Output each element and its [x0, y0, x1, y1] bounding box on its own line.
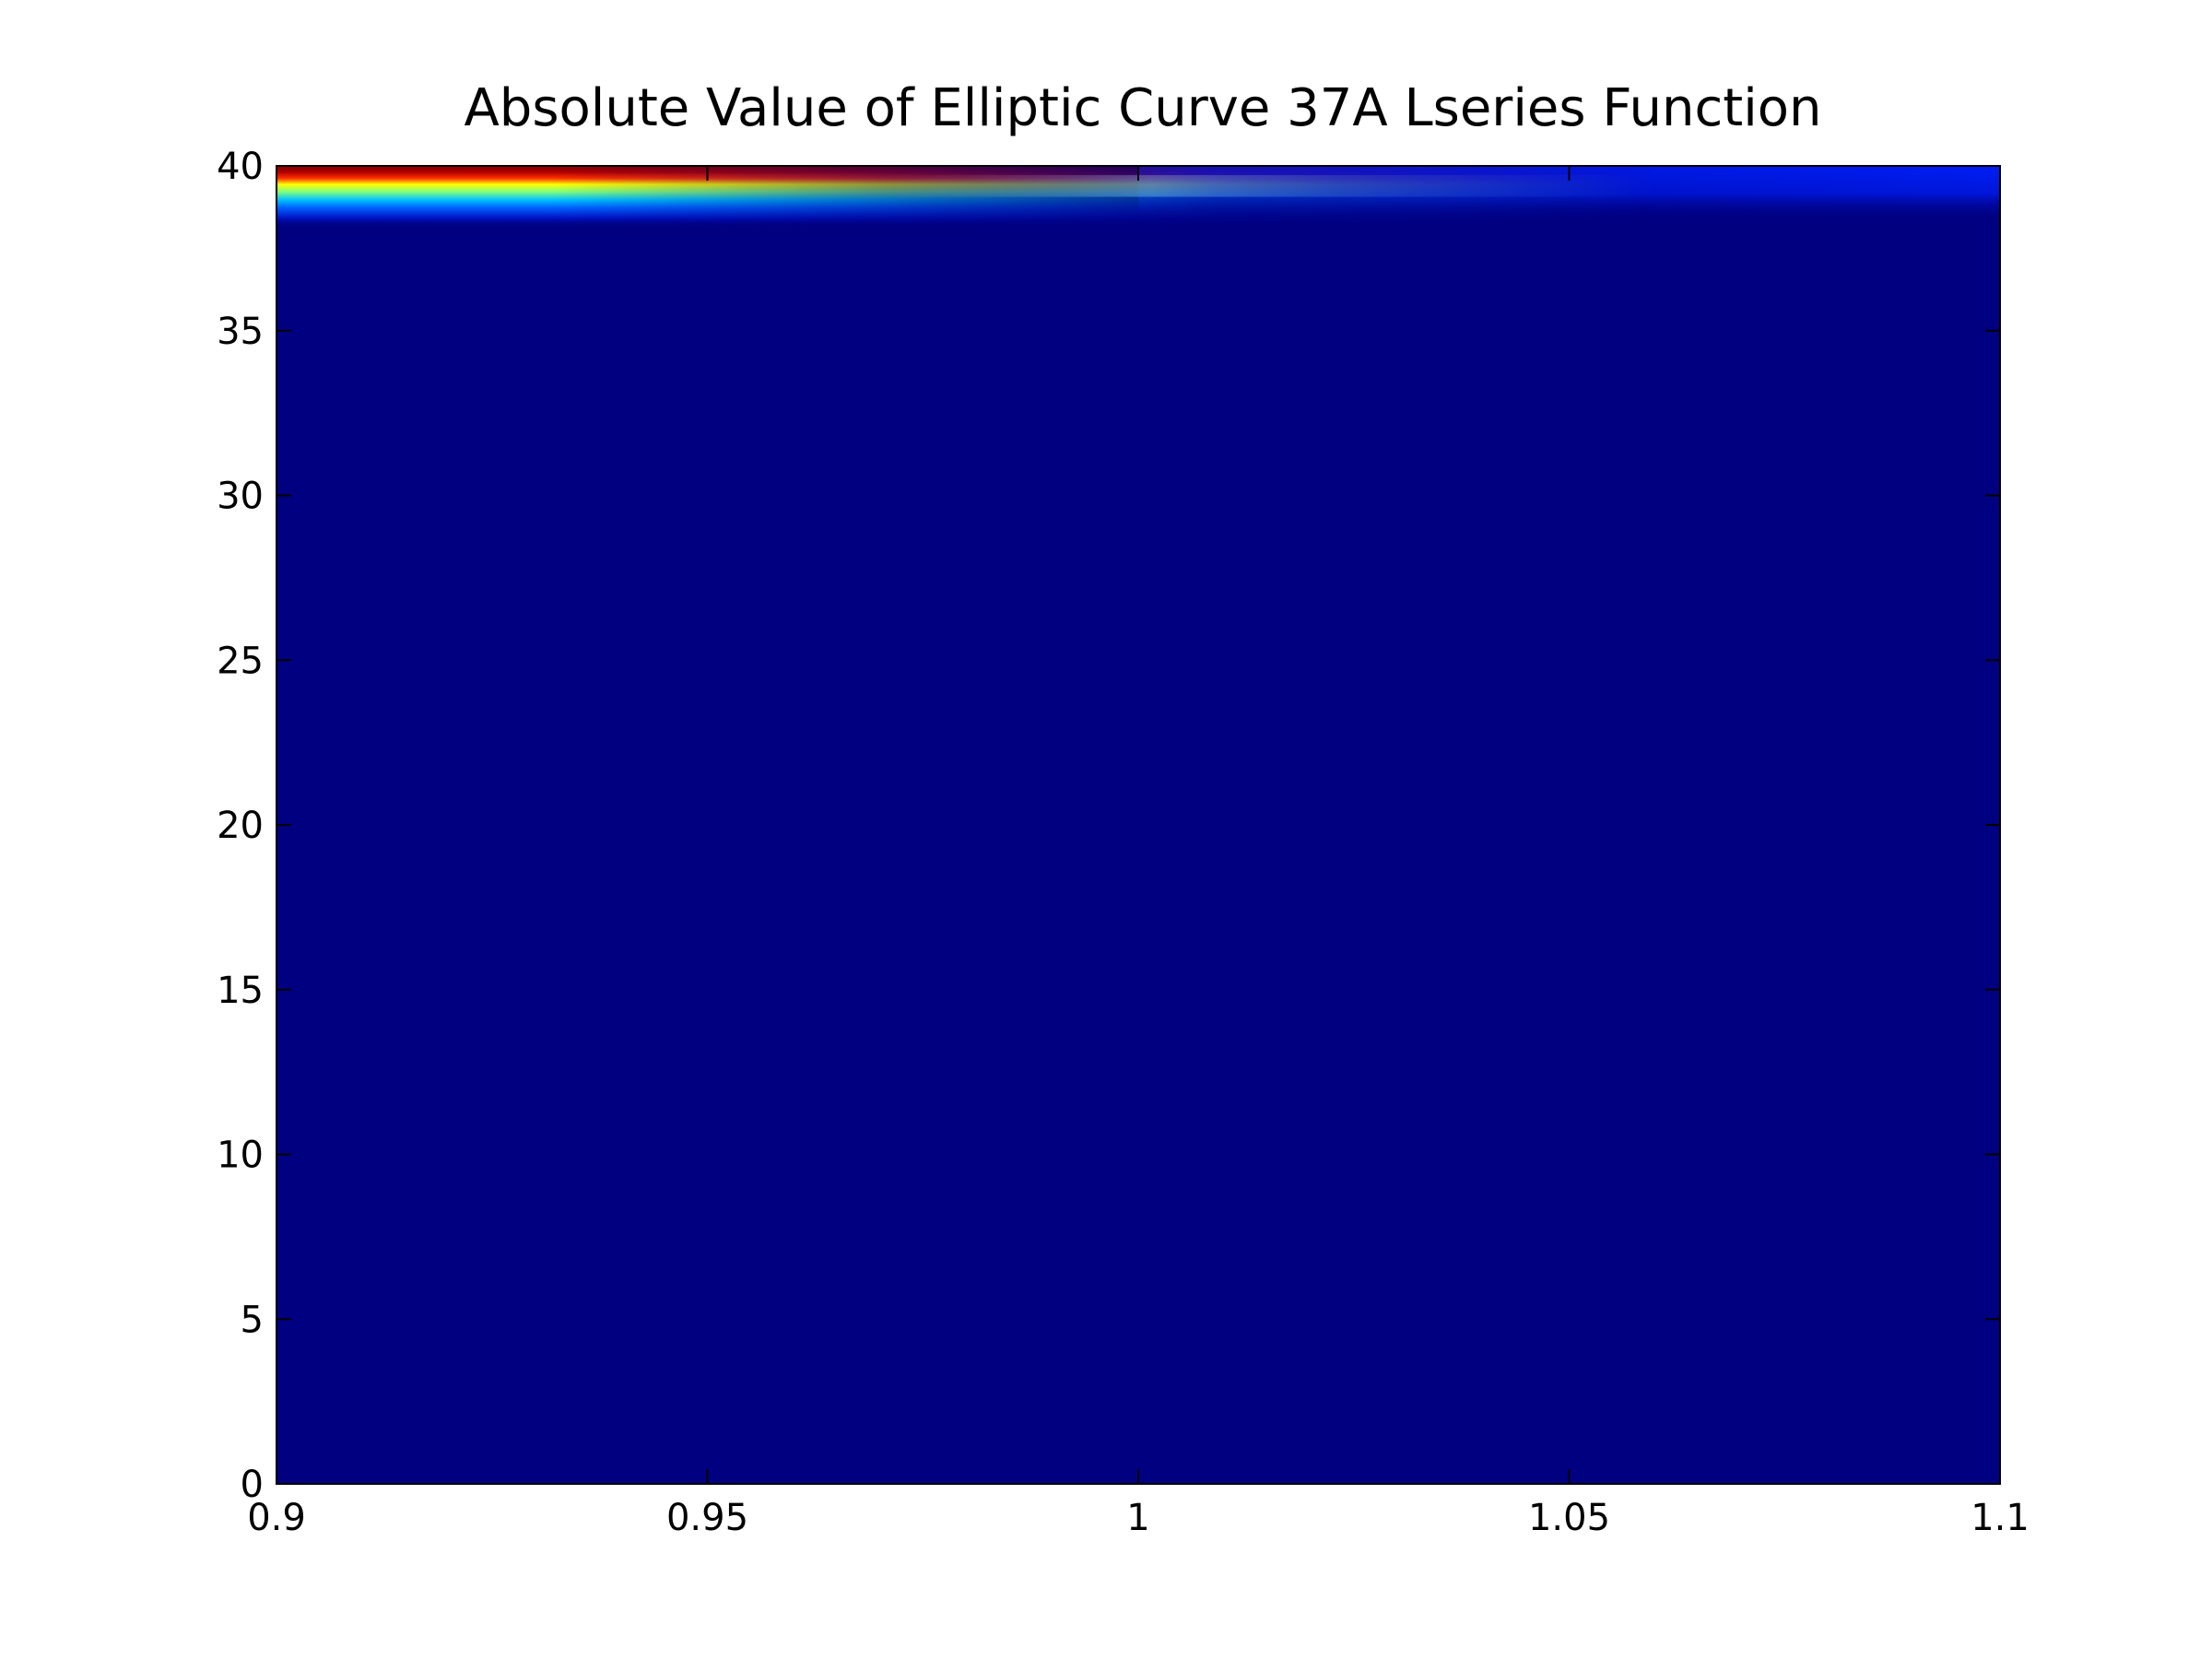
y-tick-label: 5: [241, 1299, 264, 1341]
chart-title: Absolute Value of Elliptic Curve 37A Lse…: [464, 78, 1821, 138]
y-axis: 0 5 10 15 20 25 30 35 40: [217, 146, 2000, 1506]
y-tick-label: 10: [217, 1135, 264, 1177]
x-tick-label: 0.9: [247, 1497, 306, 1539]
y-tick-label: 40: [217, 146, 264, 188]
x-tick-label: 1: [1126, 1497, 1149, 1539]
y-tick-label: 25: [217, 640, 264, 682]
y-tick-label: 35: [217, 311, 264, 353]
x-axis: 0.9 0.95 1 1.05 1.1: [247, 166, 2030, 1539]
y-tick-label: 30: [217, 476, 264, 518]
x-tick-label: 1.1: [1971, 1497, 2030, 1539]
y-tick-label: 15: [217, 970, 264, 1012]
y-tick-label: 20: [217, 805, 264, 847]
x-tick-label: 1.05: [1528, 1497, 1610, 1539]
y-tick-label: 0: [241, 1464, 264, 1506]
x-tick-label: 0.95: [666, 1497, 748, 1539]
heatmap-background: [276, 166, 2000, 1484]
plot-area: [276, 166, 2000, 1484]
